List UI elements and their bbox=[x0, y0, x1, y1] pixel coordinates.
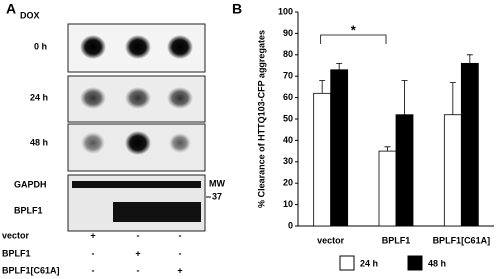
dox-label: DOX bbox=[20, 10, 40, 20]
condition-mark: - bbox=[92, 265, 95, 275]
condition-label: BPLF1 bbox=[2, 248, 31, 258]
condition-mark: - bbox=[137, 265, 140, 275]
y-tick-label: 90 bbox=[283, 28, 293, 38]
condition-label: BPLF1[C61A] bbox=[2, 265, 60, 275]
condition-mark: - bbox=[137, 230, 140, 240]
condition-mark: + bbox=[135, 248, 140, 258]
dot bbox=[125, 87, 151, 109]
y-tick-label: 50 bbox=[283, 113, 293, 123]
mw-marker: 37 bbox=[212, 191, 222, 201]
bar bbox=[460, 62, 479, 227]
bplf1-band bbox=[113, 202, 201, 222]
condition-mark: + bbox=[90, 230, 95, 240]
panel-label: A bbox=[6, 1, 16, 17]
condition-mark: - bbox=[179, 248, 182, 258]
error-bar bbox=[401, 80, 408, 115]
dot bbox=[80, 35, 106, 59]
bar bbox=[330, 69, 349, 227]
legend-swatch bbox=[407, 255, 423, 271]
panel-a: A DOX 0 h 24 h 48 h GAPDH BPLF1 MW 37 ve… bbox=[2, 1, 225, 276]
panel-b: B % Clearance of HTTQ103-CFP aggregates 0 1… bbox=[232, 1, 494, 271]
gapdh-band bbox=[72, 181, 201, 188]
y-tick-label: 40 bbox=[283, 135, 293, 145]
condition-label: vector bbox=[2, 230, 30, 240]
y-tick-label: 80 bbox=[283, 49, 293, 59]
error-bar bbox=[384, 146, 391, 152]
y-tick-label: 70 bbox=[283, 71, 293, 81]
bar bbox=[443, 114, 462, 227]
legend-swatch bbox=[339, 255, 355, 271]
error-bar bbox=[449, 82, 456, 115]
dot bbox=[81, 132, 105, 154]
dot bbox=[169, 133, 191, 153]
y-tick-label: 0 bbox=[288, 220, 293, 230]
bar bbox=[313, 92, 332, 227]
panel-label: B bbox=[232, 1, 242, 17]
legend-label: 48 h bbox=[428, 258, 446, 268]
dot bbox=[125, 131, 151, 155]
mw-label: MW bbox=[209, 178, 225, 188]
condition-mark: - bbox=[179, 230, 182, 240]
dot bbox=[125, 35, 151, 59]
significance-star: * bbox=[351, 22, 357, 37]
x-tick-label: vector bbox=[317, 235, 345, 245]
y-tick-label: 100 bbox=[278, 6, 293, 16]
y-tick-label: 20 bbox=[283, 178, 293, 188]
error-bar bbox=[466, 54, 473, 64]
error-bar bbox=[319, 80, 326, 94]
bar bbox=[395, 114, 414, 227]
legend-label: 24 h bbox=[360, 258, 378, 268]
blot-label: BPLF1 bbox=[14, 205, 43, 215]
x-tick-label: BPLF1[C61A] bbox=[433, 235, 491, 245]
bar bbox=[378, 150, 397, 227]
y-tick-label: 30 bbox=[283, 156, 293, 166]
y-tick-label: 10 bbox=[283, 199, 293, 209]
conditions: vector + - - BPLF1 - + - BPLF1[C61A] - - + bbox=[2, 230, 183, 275]
blot-label: GAPDH bbox=[14, 179, 47, 189]
x-tick-label: BPLF1 bbox=[382, 235, 411, 245]
timepoint-label: 0 h bbox=[34, 41, 47, 51]
dot bbox=[167, 35, 193, 59]
error-bar bbox=[336, 62, 343, 70]
timepoint-label: 24 h bbox=[30, 92, 48, 102]
timepoint-label: 48 h bbox=[30, 137, 48, 147]
y-axis-title: % Clearance of HTTQ103-CFP aggregates bbox=[256, 30, 266, 208]
y-tick-label: 60 bbox=[283, 92, 293, 102]
condition-mark: + bbox=[177, 265, 182, 275]
dot bbox=[80, 87, 106, 109]
dot bbox=[167, 87, 193, 109]
significance-bracket bbox=[320, 34, 387, 44]
condition-mark: - bbox=[92, 248, 95, 258]
